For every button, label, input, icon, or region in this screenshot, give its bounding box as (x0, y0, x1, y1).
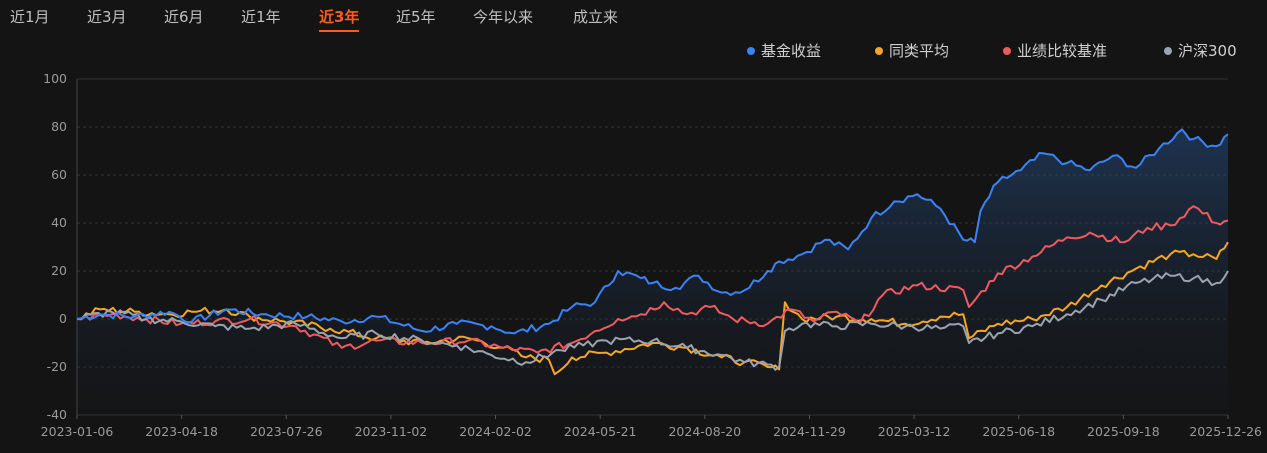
x-axis: 2023-01-06 2023-04-18 2023-07-26 2023-11-02… (41, 415, 1262, 439)
x-tick-label: 2023-07-26 (250, 424, 323, 439)
x-tick-label: 2024-08-20 (668, 424, 741, 439)
series-line-0 (76, 128, 1229, 335)
tab-3m[interactable]: 近3月 (87, 8, 127, 26)
tab-5y[interactable]: 近5年 (396, 8, 436, 26)
legend-label: 业绩比较基准 (1017, 42, 1108, 60)
legend-dot-icon (1164, 46, 1172, 55)
y-tick-label: 40 (51, 215, 67, 230)
legend-label: 同类平均 (889, 42, 950, 60)
x-tick-label: 2025-03-12 (878, 424, 951, 439)
series-lines (76, 128, 1229, 376)
legend-label: 基金收益 (761, 42, 822, 60)
legend-benchmark[interactable]: 业绩比较基准 (1003, 40, 1107, 61)
y-tick-label: 60 (51, 167, 67, 182)
legend-dot-icon (875, 46, 883, 55)
y-tick-label: 80 (51, 119, 67, 134)
tab-since-inception[interactable]: 成立来 (573, 8, 619, 26)
x-tick-label: 2024-11-29 (773, 424, 846, 439)
fund-area-fill (77, 129, 1228, 415)
y-tick-label: -40 (47, 407, 67, 422)
legend-fund[interactable]: 基金收益 (747, 40, 821, 61)
fund-area (77, 129, 1228, 415)
legend-dot-icon (1003, 46, 1011, 55)
tab-3y[interactable]: 近3年 (319, 8, 360, 32)
x-tick-label: 2023-04-18 (145, 424, 218, 439)
legend-dot-icon (747, 46, 755, 55)
legend-peer-average[interactable]: 同类平均 (875, 40, 949, 61)
tab-ytd[interactable]: 今年以来 (473, 8, 534, 26)
tab-6m[interactable]: 近6月 (164, 8, 204, 26)
series-line-3 (76, 270, 1229, 371)
x-tick-label: 2024-05-21 (564, 424, 637, 439)
tab-1y[interactable]: 近1年 (241, 8, 281, 26)
x-tick-label: 2025-06-18 (982, 424, 1055, 439)
tab-1m[interactable]: 近1月 (10, 8, 50, 26)
x-tick-label: 2023-01-06 (41, 424, 114, 439)
y-tick-label: 0 (59, 311, 67, 326)
y-axis: 100 80 60 40 20 0 -20 -40 (43, 71, 67, 422)
x-tick-label: 2024-02-02 (459, 424, 532, 439)
x-tick-label: 2025-12-26 (1189, 424, 1262, 439)
legend-csi300[interactable]: 沪深300 (1164, 40, 1237, 61)
y-tick-label: -20 (47, 359, 67, 374)
y-tick-label: 100 (43, 71, 67, 86)
chart-legend: 基金收益 同类平均 业绩比较基准 沪深300 (747, 40, 1267, 62)
x-tick-label: 2023-11-02 (355, 424, 428, 439)
x-tick-label: 2025-09-18 (1087, 424, 1160, 439)
legend-label: 沪深300 (1178, 42, 1237, 60)
y-tick-label: 20 (51, 263, 67, 278)
